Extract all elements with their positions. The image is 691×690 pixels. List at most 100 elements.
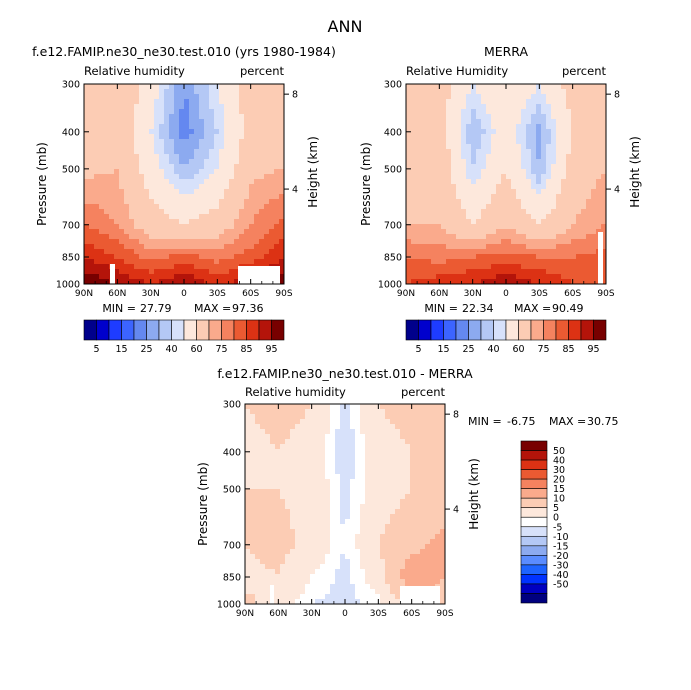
field-cell [214,199,220,205]
field-cell [576,194,582,200]
field-cell [501,219,507,225]
field-cell [571,249,577,255]
field-cell [270,499,276,505]
field-cell [330,519,336,525]
field-cell [441,109,447,115]
field-cell [254,184,260,190]
field-cell [244,229,250,235]
field-cell [174,164,180,170]
field-cell [264,189,270,195]
field-cell [440,529,445,535]
field-cell [259,224,265,230]
field-cell [340,599,346,604]
field-cell [546,184,552,190]
field-cell [279,139,284,145]
field-cell [204,89,210,95]
field-cell [159,204,165,210]
field-cell [406,134,412,140]
field-cell [380,454,386,460]
field-cell [279,164,284,170]
colorbar-box [580,319,594,341]
field-cell [224,144,230,150]
field-cell [340,504,346,510]
field-cell [516,119,522,125]
field-cell [154,254,160,260]
field-cell [441,229,447,235]
field-cell [471,219,477,225]
colorbar-box [568,319,582,341]
field-cell [415,479,421,485]
field-cell [94,274,100,280]
field-cell [395,549,401,555]
colorbar-label: 95 [587,344,599,355]
field-cell [255,429,261,435]
field-cell [89,94,95,100]
field-cell [546,164,552,170]
field-cell [275,534,281,540]
colorbar: 5 15 25 40 60 75 85 95 [83,319,285,355]
field-cell [431,119,437,125]
field-cell [370,554,376,560]
field-cell [259,134,265,140]
field-cell [255,409,261,415]
field-cell [305,514,311,520]
field-cell [506,239,512,245]
field-cell [229,104,235,110]
field-cell [279,204,284,210]
field-cell [596,119,602,125]
field-cell [134,209,140,215]
field-cell [481,164,487,170]
field-cell [511,114,517,120]
field-cell [144,94,150,100]
field-cell [365,464,371,470]
field-cell [581,94,587,100]
field-cell [279,124,284,130]
field-cell [269,164,275,170]
field-cell [355,474,361,480]
field-cell [204,234,210,240]
field-cell [245,494,251,500]
field-cell [94,114,100,120]
field-cell [501,139,507,145]
field-cell [531,224,537,230]
field-cell [390,509,396,515]
field-cell [576,259,582,265]
field-cell [461,169,467,175]
field-cell [436,254,442,260]
field-cell [214,154,220,160]
field-cell [446,84,452,90]
field-cell [254,134,260,140]
field-cell [370,439,376,445]
field-cell [159,94,165,100]
field-cell [184,269,190,275]
field-cell [431,229,437,235]
field-cell [385,534,391,540]
field-cell [229,264,235,270]
field-cell [521,234,527,240]
field-cell [159,199,165,205]
field-cell [315,599,321,604]
field-cell [340,409,346,415]
field-cell [84,154,90,160]
field-cell [244,209,250,215]
field-cell [254,229,260,235]
field-cell [360,524,366,530]
field-cell [491,194,497,200]
field-cell [601,214,606,220]
field-cell [441,269,447,275]
field-cell [179,189,185,195]
field-cell [501,224,507,230]
field-cell [425,489,431,495]
field-cell [89,264,95,270]
field-cell [561,174,567,180]
colorbar-box [530,319,544,341]
field-cell [406,259,412,265]
field-cell [410,449,416,455]
field-cell [219,254,225,260]
field-cell [516,114,522,120]
field-cell [154,164,160,170]
field-cell [400,489,406,495]
field-cell [400,504,406,510]
field-cell [370,509,376,515]
field-cell [380,514,386,520]
